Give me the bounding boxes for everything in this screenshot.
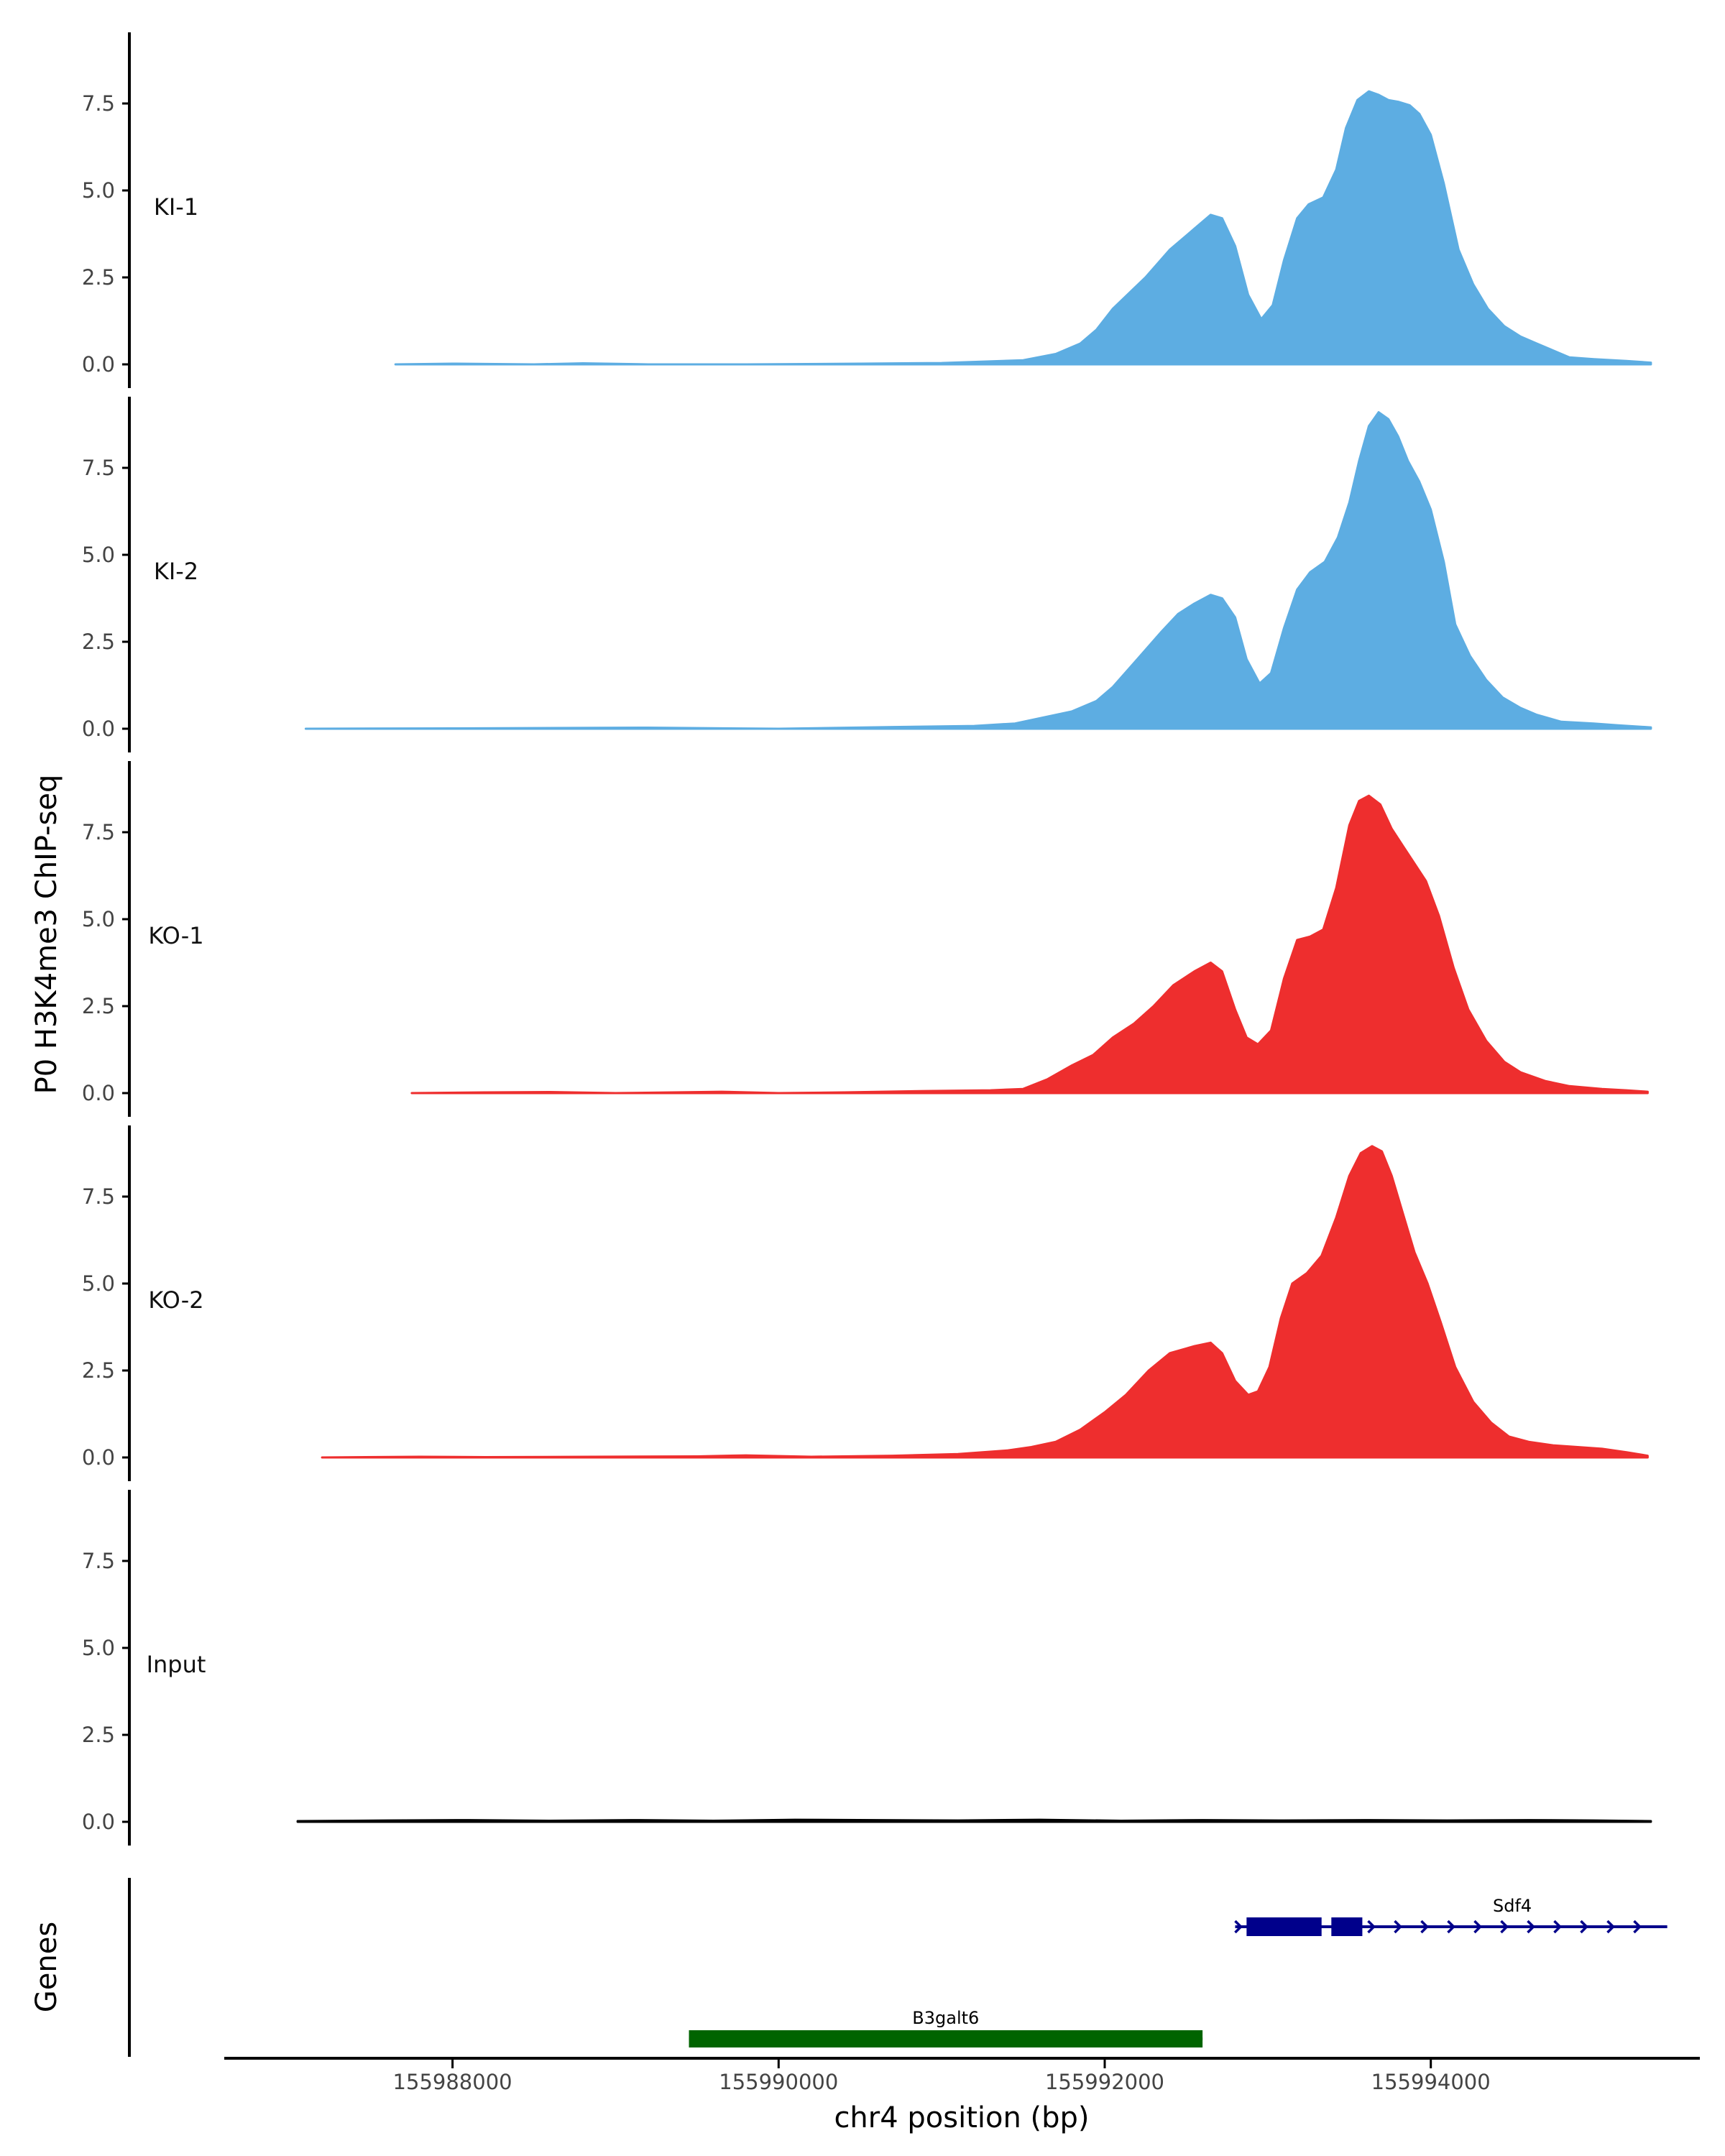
y-tick-label: 0.0: [82, 1081, 115, 1105]
x-axis-label: chr4 position (bp): [834, 2101, 1089, 2134]
y-tick-label: 0.0: [82, 1445, 115, 1470]
panel-ko-2: 0.0 2.5 5.0 7.5 KO-2: [82, 1125, 1649, 1481]
strand-arrow: [1527, 1920, 1535, 1934]
signal-panels: 0.0 2.5 5.0 7.5 KI-1 0.0 2.5 5.0 7.5 KI-2 0.0 2.5 5.…: [82, 32, 1652, 1846]
strand-arrow: [1420, 1920, 1429, 1934]
y-tick-label: 2.5: [82, 265, 115, 290]
panel-input: 0.0 2.5 5.0 7.5 Input: [82, 1490, 1652, 1846]
y-tick-label: 2.5: [82, 630, 115, 654]
strand-arrow: [1314, 1920, 1322, 1934]
y-tick-label: 2.5: [82, 1358, 115, 1383]
strand-arrow: [1394, 1920, 1402, 1934]
strand-arrow: [1606, 1920, 1615, 1934]
gene-tracks: Sdf4 B3galt6: [689, 1896, 1668, 2047]
strand-arrow: [1447, 1920, 1455, 1934]
gene-b3galt6: B3galt6: [689, 2008, 1203, 2047]
signal-area-ki-1: [394, 90, 1652, 366]
strand-arrow: [1340, 1920, 1349, 1934]
track-label: KI-2: [154, 558, 198, 585]
gene-sdf4: Sdf4: [1234, 1896, 1668, 1936]
y-tick-label: 7.5: [82, 456, 115, 480]
gene-exon: [1246, 1917, 1322, 1936]
strand-arrow: [1553, 1920, 1562, 1934]
x-tick-label: 155988000: [393, 2070, 512, 2094]
strand-arrow: [1287, 1920, 1296, 1934]
strand-arrow: [1500, 1920, 1509, 1934]
y-tick-label: 2.5: [82, 1723, 115, 1747]
panel-ki-1: 0.0 2.5 5.0 7.5 KI-1: [82, 32, 1652, 388]
strand-arrow: [1234, 1920, 1243, 1934]
y-axis-label: P0 H3K4me3 ChIP-seq: [30, 775, 63, 1095]
y-tick-label: 5.0: [82, 907, 115, 931]
genes-panel: Genes Sdf4 B3galt6: [30, 1878, 1668, 2057]
x-tick-label: 155990000: [719, 2070, 838, 2094]
x-ticks: 155988000 155990000 155992000 155994000: [393, 2060, 1491, 2094]
signal-area-input: [296, 1818, 1652, 1823]
signal-area-ko-2: [321, 1145, 1649, 1459]
y-tick-label: 5.0: [82, 178, 115, 203]
y-tick-label: 5.0: [82, 543, 115, 567]
strand-arrow: [1367, 1920, 1376, 1934]
x-axis: 155988000 155990000 155992000 155994000 chr…: [224, 2057, 1700, 2134]
track-label: Input: [147, 1651, 206, 1678]
y-tick-label: 7.5: [82, 91, 115, 116]
y-tick-label: 5.0: [82, 1271, 115, 1296]
signal-area-ko-1: [410, 794, 1649, 1095]
track-label: KO-2: [148, 1286, 203, 1314]
y-tick-label: 2.5: [82, 994, 115, 1018]
track-label: KO-1: [148, 922, 203, 949]
signal-area-ki-2: [304, 411, 1652, 730]
y-tick-label: 7.5: [82, 820, 115, 844]
x-tick-label: 155992000: [1045, 2070, 1164, 2094]
strand-arrow: [1261, 1920, 1269, 1934]
y-tick-label: 5.0: [82, 1636, 115, 1660]
genes-panel-label: Genes: [30, 1922, 63, 2012]
gene-label: B3galt6: [912, 2008, 979, 2028]
y-tick-label: 0.0: [82, 352, 115, 377]
gene-label: Sdf4: [1493, 1896, 1532, 1916]
track-label: KI-1: [154, 193, 198, 221]
y-tick-label: 7.5: [82, 1184, 115, 1209]
y-tick-label: 7.5: [82, 1549, 115, 1573]
strand-arrow: [1633, 1920, 1642, 1934]
y-tick-label: 0.0: [82, 1810, 115, 1834]
strand-arrow: [1473, 1920, 1482, 1934]
gene-exon: [689, 2030, 1203, 2047]
panel-ko-1: 0.0 2.5 5.0 7.5 KO-1: [82, 761, 1649, 1117]
panel-ki-2: 0.0 2.5 5.0 7.5 KI-2: [82, 397, 1652, 752]
x-tick-label: 155994000: [1371, 2070, 1491, 2094]
strand-arrow: [1580, 1920, 1588, 1934]
y-tick-label: 0.0: [82, 717, 115, 741]
